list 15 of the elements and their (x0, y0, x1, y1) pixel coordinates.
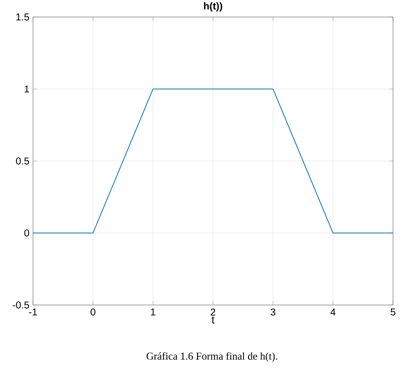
y-tick-label: 1.5 (16, 14, 30, 20)
y-tick-label: 0.5 (16, 157, 30, 165)
x-axis-title: t (212, 316, 214, 324)
y-tick-label: 0 (24, 229, 30, 237)
x-tick-label: 2 (210, 308, 216, 316)
x-tick-label: -1 (29, 308, 37, 316)
x-tick-label: 5 (390, 308, 396, 316)
x-tick-label: 0 (90, 308, 96, 316)
y-tick-label: -0.5 (12, 301, 30, 309)
x-tick-label: 3 (270, 308, 276, 316)
y-tick-label: 1 (24, 86, 29, 92)
x-tick-label: 1 (150, 308, 156, 316)
text: Gráfica 1.6 Forma final de h(t). (146, 352, 278, 362)
x-tick-label: 4 (330, 308, 336, 316)
chart-title: h(t)) (204, 2, 222, 12)
